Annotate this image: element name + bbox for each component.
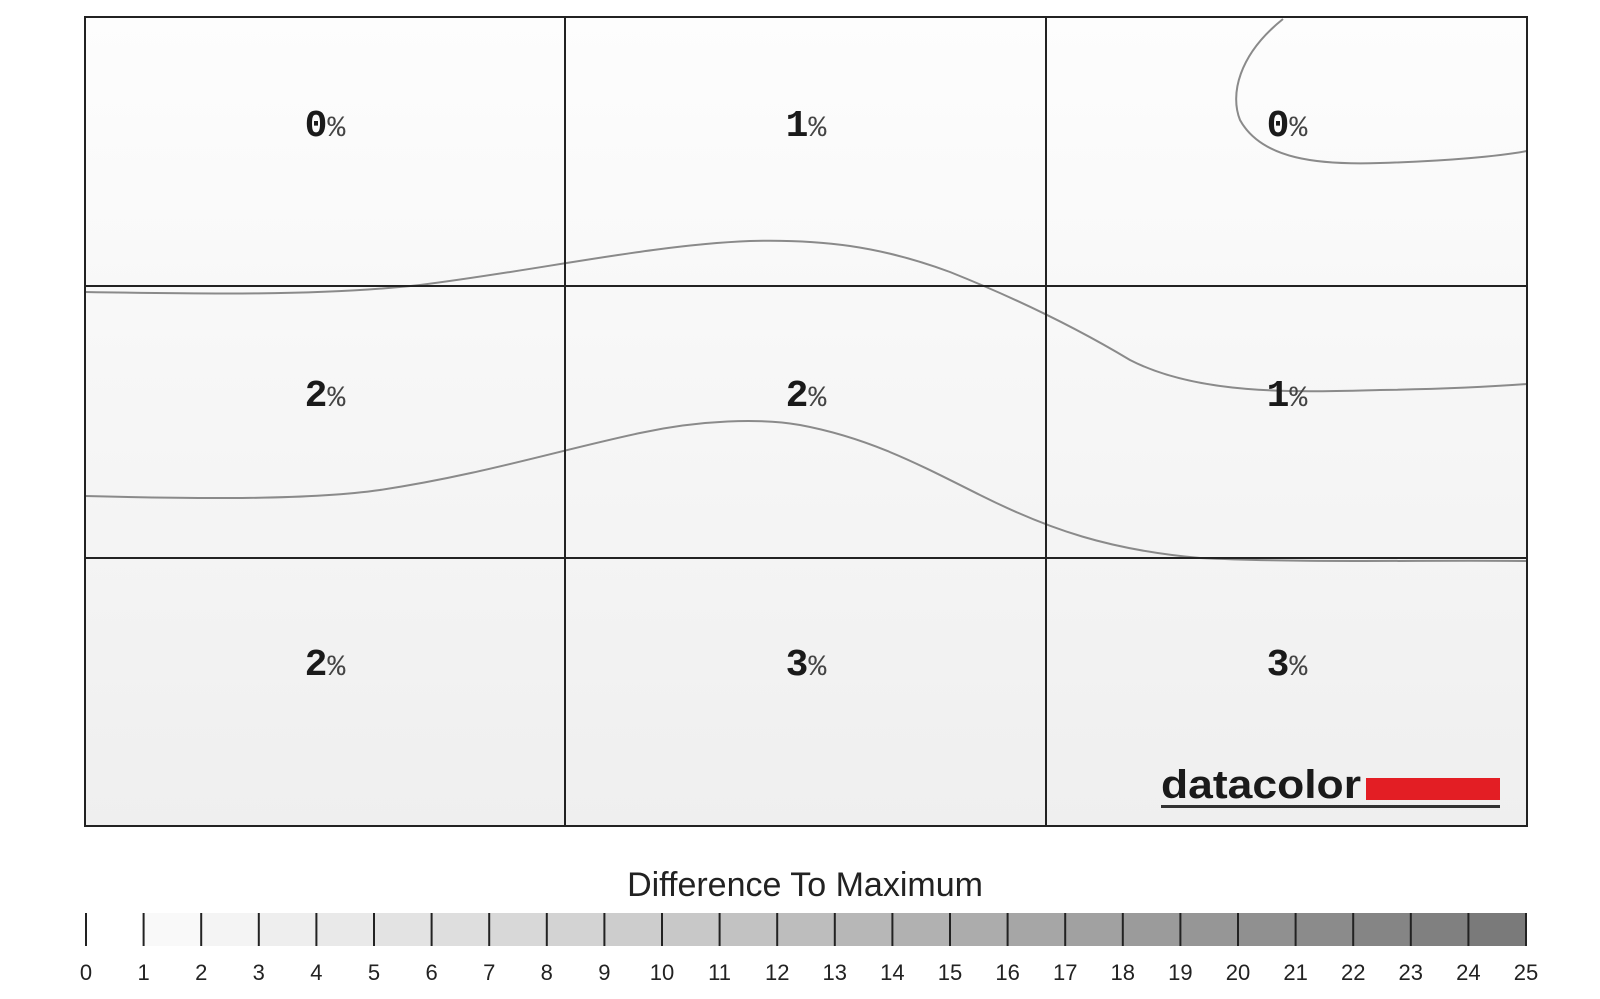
cell-unit: % — [1289, 112, 1308, 146]
cell-value-r2-c2: 2% — [786, 375, 828, 418]
scale-tick-label: 20 — [1226, 960, 1250, 985]
cell-unit: % — [1289, 651, 1308, 685]
scale-swatch — [1238, 913, 1297, 946]
scale-swatch — [489, 913, 548, 946]
cell-value-r1-c2: 1% — [786, 105, 828, 148]
cell-unit: % — [1289, 382, 1308, 416]
scale-tick-label: 17 — [1053, 960, 1077, 985]
scale-tick-label: 19 — [1168, 960, 1192, 985]
contour-line-lower — [84, 420, 1528, 562]
cell-labels: 0% 1% 0% 2% 2% 1% 2% 3% 3% — [305, 105, 1309, 687]
cell-unit: % — [327, 651, 346, 685]
logo-underline — [1161, 805, 1500, 808]
scale-tick-label: 2 — [195, 960, 207, 985]
scale-ticks — [85, 913, 1527, 946]
scale-swatch — [662, 913, 721, 946]
scale-swatch — [777, 913, 836, 946]
scale-swatch — [892, 913, 951, 946]
scale-swatch — [316, 913, 375, 946]
scale-tick-label: 14 — [880, 960, 904, 985]
scale-swatch — [546, 913, 605, 946]
logo-accent-bar — [1366, 778, 1500, 800]
logo-wordmark: datacolor — [1161, 763, 1361, 807]
scale-tick-label: 6 — [425, 960, 437, 985]
scale-tick-label: 23 — [1399, 960, 1423, 985]
scale-tick-labels: 0 1 2 3 4 5 6 7 8 9 10 11 12 13 14 15 16 17 18 19 20 21 22 23 24… — [80, 960, 1538, 985]
scale-swatch — [143, 913, 202, 946]
scale-swatch — [834, 913, 893, 946]
cell-unit: % — [808, 651, 827, 685]
scale-swatch — [1468, 913, 1527, 946]
datacolor-logo: datacolor — [1161, 763, 1500, 808]
cell-unit: % — [808, 112, 827, 146]
scale-swatch — [719, 913, 778, 946]
grid-panel — [85, 17, 1527, 826]
contour-lines — [84, 18, 1528, 562]
scale-swatch — [431, 913, 490, 946]
scale-swatch — [1295, 913, 1354, 946]
grid-lines — [84, 16, 1528, 827]
scale-tick-label: 7 — [483, 960, 495, 985]
scale-tick-label: 1 — [137, 960, 149, 985]
scale-title: Difference To Maximum — [627, 866, 983, 904]
scale-tick-label: 8 — [541, 960, 553, 985]
scale-swatch — [1065, 913, 1124, 946]
scale-swatch — [950, 913, 1009, 946]
scale-tick-label: 10 — [650, 960, 674, 985]
scale-swatch — [1122, 913, 1181, 946]
scale-tick-label: 4 — [310, 960, 322, 985]
contour-line-top-right — [1235, 18, 1528, 165]
scale-swatch — [201, 913, 260, 946]
cell-unit: % — [327, 112, 346, 146]
cell-value-r1-c1: 0% — [305, 105, 347, 148]
scale-swatch — [604, 913, 663, 946]
grid-border — [84, 16, 1528, 827]
scale-tick-label: 0 — [80, 960, 92, 985]
scale-tick-label: 25 — [1514, 960, 1538, 985]
scale-swatch — [1410, 913, 1469, 946]
scale-swatch — [1180, 913, 1239, 946]
cell-unit: % — [327, 382, 346, 416]
scale-tick-label: 11 — [708, 960, 731, 985]
contour-line-upper — [84, 239, 1528, 393]
scale-swatch — [258, 913, 317, 946]
cell-value-r2-c1: 2% — [305, 375, 347, 418]
scale-tick-label: 5 — [368, 960, 380, 985]
scale-tick-label: 9 — [598, 960, 610, 985]
scale-tick-label: 18 — [1111, 960, 1135, 985]
scale-tick-label: 3 — [253, 960, 265, 985]
cell-unit: % — [808, 382, 827, 416]
cell-value-r1-c3: 0% — [1267, 105, 1309, 148]
scale-swatch — [86, 913, 145, 946]
scale-bar — [86, 913, 1527, 946]
cell-value-r3-c3: 3% — [1267, 644, 1309, 687]
cell-value-r3-c1: 2% — [305, 644, 347, 687]
scale-tick-label: 13 — [823, 960, 847, 985]
scale-tick-label: 15 — [938, 960, 962, 985]
scale-swatch — [1007, 913, 1066, 946]
scale-tick-label: 16 — [995, 960, 1019, 985]
scale-tick-label: 22 — [1341, 960, 1365, 985]
scale-tick-label: 21 — [1283, 960, 1307, 985]
cell-value-r3-c2: 3% — [786, 644, 828, 687]
scale-tick-label: 24 — [1456, 960, 1480, 985]
scale-swatch — [374, 913, 433, 946]
scale-tick-label: 12 — [765, 960, 789, 985]
cell-value-r2-c3: 1% — [1267, 375, 1309, 418]
scale-swatch — [1353, 913, 1412, 946]
